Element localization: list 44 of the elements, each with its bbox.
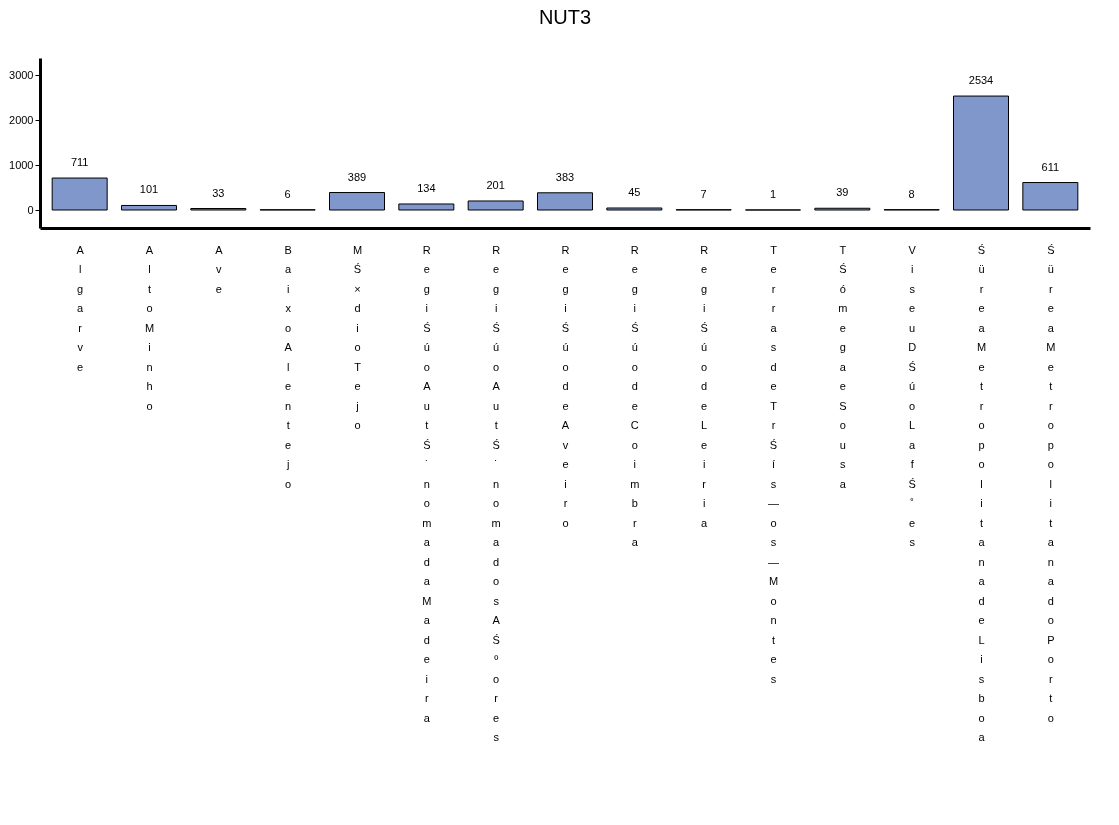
- bar: [537, 192, 593, 211]
- data-label: 8: [908, 187, 915, 200]
- chart-title: NUT3: [538, 6, 592, 28]
- bar: [329, 192, 385, 211]
- category-label: TŚómega e Sousa: [838, 243, 848, 490]
- category-label: RegiŚúo de Coimbra: [630, 243, 640, 548]
- bar: [953, 95, 1009, 211]
- data-label: 45: [628, 185, 641, 198]
- bar: [1022, 182, 1079, 211]
- category-label: Baixo Alentejo: [284, 243, 292, 490]
- category-label: RegiŚúo de Leiria: [700, 243, 709, 529]
- y-tick-label: 3000: [9, 68, 34, 81]
- bar: [398, 203, 455, 211]
- category-label: Śürea Metropolitana do Porto: [1046, 243, 1056, 724]
- data-label: 383: [555, 170, 575, 183]
- bar: [51, 177, 108, 211]
- category-label: Viseu DŚúo LafŚ˚es: [908, 243, 917, 548]
- y-tick-label: 2000: [9, 113, 34, 126]
- bar: [606, 207, 663, 211]
- data-label: 711: [70, 156, 89, 169]
- data-label: 134: [417, 181, 436, 194]
- data-label: 2534: [968, 74, 994, 87]
- data-label: 611: [1041, 160, 1060, 173]
- data-label: 33: [212, 186, 225, 199]
- data-label: 1: [769, 187, 777, 200]
- category-label: RegiŚúo AutŚ˙noma dos AŚºores: [491, 243, 501, 743]
- bar: [121, 204, 177, 211]
- x-tick-label: Ave: [215, 243, 224, 295]
- data-label: 389: [347, 170, 367, 183]
- x-tick-label: Algarve: [76, 243, 85, 373]
- data-label: 6: [284, 187, 291, 200]
- category-label: Śürea Metropolitana de Lisboa: [976, 243, 987, 743]
- category-label: MŚ×dio Tejo: [352, 243, 363, 431]
- category-label: RegiŚúo AutŚ˙noma da Madeira: [422, 243, 432, 724]
- category-label: RegiŚúo de Aveiro: [561, 243, 570, 529]
- category-label: Alto Minho: [144, 243, 155, 412]
- y-tick-label: 0: [27, 203, 34, 216]
- y-tick-label: 1000: [9, 158, 34, 171]
- data-label: 201: [486, 178, 505, 191]
- category-label: Terras de TrŚís—os—Montes: [768, 243, 779, 685]
- data-label: 101: [139, 183, 159, 196]
- data-label: 7: [700, 187, 707, 200]
- data-label: 39: [836, 186, 849, 199]
- bar: [467, 200, 524, 211]
